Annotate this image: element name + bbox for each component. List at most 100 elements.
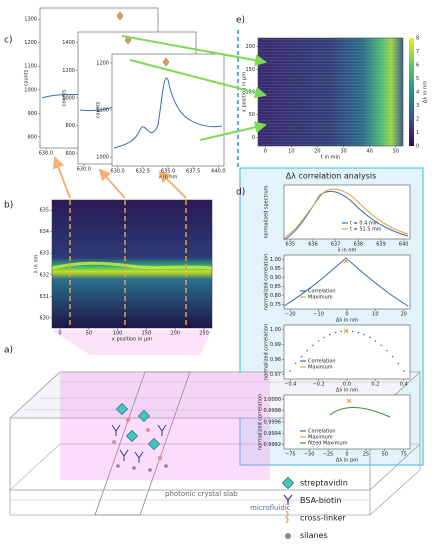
y-tick-label: 1200: [62, 68, 75, 74]
y-tick-label: 200: [245, 44, 255, 50]
max-marker: [343, 258, 349, 264]
legend-label: Correlation: [308, 359, 336, 365]
y-tick-label: 0.75: [270, 302, 281, 308]
x-tick-label: −20: [285, 312, 296, 318]
x-axis-label: Δλ in nm: [336, 318, 358, 324]
fit-curve: [329, 406, 391, 418]
panel-label: d): [236, 188, 245, 198]
x-tick-label: 150: [142, 331, 152, 337]
x-tick-label: 630.0: [77, 167, 91, 173]
max-marker: [343, 328, 349, 334]
point: [403, 370, 405, 372]
y-tick-label: 1.00: [270, 327, 281, 333]
axes-frame: [283, 324, 411, 380]
x-tick-label: 635: [286, 242, 296, 248]
x-tick-label: 0: [345, 452, 348, 458]
x-tick-label: 30: [340, 149, 346, 155]
colorbar-tick-label: 5: [416, 76, 419, 82]
colorbar-tick-label: 4: [416, 90, 419, 96]
colorbar-label: Δλ in nm: [423, 81, 429, 103]
x-axis-label: x position in µm: [112, 337, 152, 343]
y-tick-label: 0.97: [270, 372, 281, 378]
legend-label: fitted Maximum: [308, 441, 348, 447]
point: [340, 330, 343, 333]
y-tick-label: 0.80: [270, 293, 281, 299]
y-tick-label: 800: [65, 123, 75, 129]
y-tick-label: 50: [249, 112, 255, 118]
y-tick-label: 1000: [62, 96, 75, 102]
legend-label: Maximum: [308, 295, 333, 301]
point: [294, 362, 297, 365]
y-tick-label: 635: [39, 208, 49, 214]
x-tick-label: 630.0: [110, 169, 124, 175]
point: [363, 333, 365, 336]
green-arrow: [121, 35, 267, 67]
y-tick-label: 1100: [96, 108, 109, 114]
y-tick-label: 600: [65, 151, 75, 157]
y-tick-label: 1000: [96, 155, 109, 161]
x-tick-label: 0.0: [343, 382, 351, 388]
x-tick-label: 200: [170, 331, 180, 337]
panel-label: c): [4, 36, 12, 46]
curve: [283, 190, 409, 241]
colorbar-tick-label: 7: [416, 49, 419, 55]
point: [329, 333, 331, 336]
colorbar-tick-label: 3: [416, 103, 419, 109]
y-axis-label: counts: [96, 101, 102, 118]
y-tick-label: 800: [27, 134, 37, 140]
axes-frame: [51, 199, 213, 329]
legend-label: BSA-biotin: [300, 496, 341, 505]
y-tick-label: 1200: [96, 60, 109, 66]
y-tick-label: 634: [39, 229, 49, 235]
point: [357, 331, 360, 334]
y-tick-label: 631: [39, 294, 49, 300]
y-tick-label: 630: [39, 315, 49, 321]
y-tick-label: 150: [245, 67, 255, 73]
y-tick-label: 1.0000: [264, 397, 282, 403]
y-tick-label: 0.85: [270, 284, 281, 290]
point: [312, 344, 314, 347]
point: [386, 349, 388, 352]
x-tick-label: −25: [323, 452, 334, 458]
x-axis-label: Δλ in nm: [336, 388, 358, 394]
axes-frame: [111, 53, 225, 167]
y-axis-label: normalized spectrum: [264, 185, 270, 238]
y-tick-label: 0.98: [270, 357, 281, 363]
cut-lines: [69, 200, 187, 328]
x-tick-label: 10: [372, 312, 378, 318]
x-tick-label: 20: [314, 149, 320, 155]
y-tick-label: 1400: [62, 40, 75, 46]
y-tick-label: 100: [245, 90, 255, 96]
point: [369, 336, 371, 339]
x-tick-label: 250: [199, 331, 209, 337]
x-tick-label: 0.4: [400, 382, 408, 388]
y-tick-label: 1300: [24, 17, 37, 23]
resonance-band: [51, 261, 213, 270]
x-tick-label: 75: [401, 452, 407, 458]
projection: [52, 330, 212, 355]
y-tick-label: 0: [252, 135, 255, 141]
x-tick-label: 639: [376, 242, 386, 248]
x-tick-label: 100: [113, 331, 123, 337]
x-tick-label: 638: [354, 242, 364, 248]
green-arrow: [199, 121, 267, 141]
legend-label: t = 51.5 min: [350, 227, 381, 233]
y-tick-label: 1200: [24, 40, 37, 46]
layer-label: photonic crystal slab: [165, 490, 238, 498]
point: [323, 336, 326, 339]
x-tick-label: −75: [285, 452, 296, 458]
point: [391, 355, 394, 358]
y-tick-label: 1.00: [270, 257, 281, 263]
max-marker: [346, 398, 352, 404]
x-tick-label: 0: [58, 331, 61, 337]
x-tick-label: −50: [304, 452, 315, 458]
axes-frame: [283, 394, 411, 450]
x-tick-label: 637: [331, 242, 341, 248]
panel-label: b): [4, 201, 13, 211]
point: [397, 362, 400, 365]
y-axis-label: counts: [62, 89, 68, 106]
x-tick-label: 632.5: [136, 169, 150, 175]
y-tick-label: 0.9994: [264, 431, 282, 437]
